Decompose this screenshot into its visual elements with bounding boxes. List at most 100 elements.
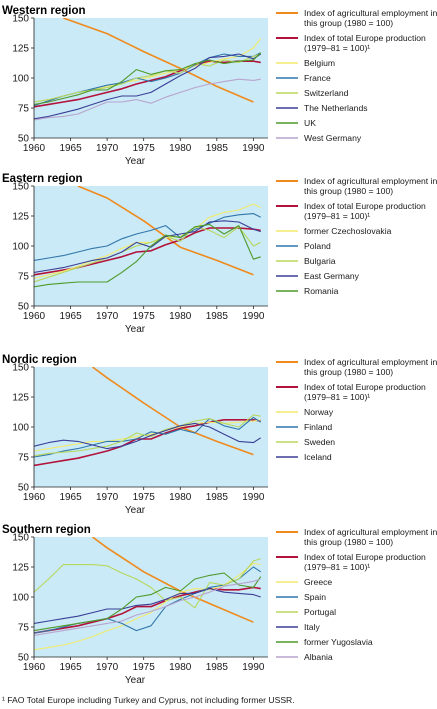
series-lines: [34, 367, 262, 467]
series-line-index-of-total-europe-production-1979-81-100: [34, 418, 261, 467]
legend-label: Finland: [304, 422, 332, 432]
panel-eastern-region: Eastern region 50 75 100 125 150 1960 1965 1970 1…: [2, 173, 437, 335]
y-tick-label: 100: [12, 423, 29, 434]
series-line-switzerland: [34, 53, 261, 103]
x-tick-label: 1985: [206, 311, 229, 322]
series-line-iceland: [34, 422, 262, 450]
y-tick-label: 100: [12, 242, 29, 253]
legend-item-iceland: Iceland: [276, 452, 332, 462]
plot-background: [34, 18, 268, 138]
legend-label: this group (1980 = 100): [304, 367, 393, 377]
legend-label: Greece: [304, 577, 332, 587]
x-tick-label: 1970: [96, 492, 119, 503]
x-tick-label: 1970: [96, 311, 119, 322]
y-tick-label: 50: [18, 134, 30, 145]
y-tick-label: 125: [12, 393, 29, 404]
legend-item-former-czechoslovakia: former Czechoslovakia: [276, 226, 392, 236]
legend-item-index-of-total-europe-production-1979-81-100: Index of total Europe production(1979–81…: [276, 201, 426, 221]
legend-label: East Germany: [304, 271, 360, 281]
x-tick-label: 1990: [242, 492, 265, 503]
legend-label: (1979–81 = 100)¹: [304, 562, 370, 572]
y-tick-label: 100: [12, 593, 29, 604]
legend-label: Romania: [304, 286, 339, 296]
x-tick-label: 1990: [242, 311, 265, 322]
legend-item-index-of-agricultural-employment-in-this-group-1980-100: Index of agricultural employment inthis …: [276, 357, 437, 377]
x-axis-title: Year: [125, 324, 146, 335]
panel-title: Southern region: [2, 524, 91, 536]
series-line-east-germany: [34, 220, 261, 273]
legend-item-index-of-agricultural-employment-in-this-group-1980-100: Index of agricultural employment inthis …: [276, 8, 437, 28]
series-lines: [34, 18, 262, 121]
legend-item-poland: Poland: [276, 241, 331, 251]
y-tick-label: 75: [18, 104, 30, 115]
legend-item-index-of-total-europe-production-1979-81-100: Index of total Europe production(1979–81…: [276, 552, 426, 572]
legend-item-index-of-total-europe-production-1979-81-100: Index of total Europe production(1979–81…: [276, 33, 426, 53]
legend-label: Index of agricultural employment in: [304, 527, 437, 537]
y-tick-label: 150: [12, 182, 29, 193]
x-tick-label: 1960: [23, 311, 46, 322]
x-tick-label: 1980: [169, 492, 192, 503]
legend-label: Index of total Europe production: [304, 33, 426, 43]
x-tick-label: 1970: [96, 662, 119, 673]
series-line-index-of-agricultural-employment-in-this-group-1980-100: [92, 537, 254, 623]
plot-background: [34, 537, 268, 657]
series-line-former-yugoslavia: [34, 572, 262, 632]
series-line-finland: [34, 416, 262, 458]
legend-label: UK: [304, 118, 316, 128]
x-tick-label: 1965: [59, 662, 82, 673]
legend-item-the-netherlands: The Netherlands: [276, 103, 368, 113]
legend-item-index-of-agricultural-employment-in-this-group-1980-100: Index of agricultural employment inthis …: [276, 527, 437, 547]
x-tick-label: 1965: [59, 311, 82, 322]
y-tick-label: 75: [18, 623, 30, 634]
panel-southern-region: Southern region 50 75 100 125 150 1960 1965 1970…: [2, 524, 437, 686]
x-tick-label: 1960: [23, 492, 46, 503]
legend-item-norway: Norway: [276, 407, 334, 417]
x-tick-label: 1990: [242, 143, 265, 154]
legend-label: France: [304, 73, 331, 83]
legend-label: Index of agricultural employment in: [304, 8, 437, 18]
y-tick-label: 125: [12, 563, 29, 574]
panel-title: Eastern region: [2, 173, 83, 185]
legend-label: Albania: [304, 652, 333, 662]
legend-item-west-germany: West Germany: [276, 133, 362, 143]
x-tick-label: 1960: [23, 662, 46, 673]
legend-label: Index of total Europe production: [304, 552, 426, 562]
legend-item-albania: Albania: [276, 652, 333, 662]
series-line-index-of-agricultural-employment-in-this-group-1980-100: [77, 186, 254, 276]
legend-item-uk: UK: [276, 118, 316, 128]
legend-label: Portugal: [304, 607, 336, 617]
y-tick-label: 150: [12, 363, 29, 374]
x-tick-label: 1975: [133, 143, 156, 154]
legend-item-index-of-agricultural-employment-in-this-group-1980-100: Index of agricultural employment inthis …: [276, 176, 437, 196]
legend-label: West Germany: [304, 133, 362, 143]
series-line-uk: [34, 52, 262, 105]
x-tick-label: 1965: [59, 143, 82, 154]
x-tick-label: 1985: [206, 662, 229, 673]
y-tick-label: 150: [12, 533, 29, 544]
legend-item-france: France: [276, 73, 331, 83]
x-tick-label: 1985: [206, 492, 229, 503]
series-line-romania: [34, 223, 261, 288]
x-tick-label: 1980: [169, 662, 192, 673]
legend-label: Poland: [304, 241, 331, 251]
y-tick-label: 150: [12, 14, 29, 25]
x-tick-label: 1985: [206, 143, 229, 154]
legend-label: this group (1980 = 100): [304, 18, 393, 28]
series-line-index-of-agricultural-employment-in-this-group-1980-100: [92, 367, 254, 456]
series-line-index-of-total-europe-production-1979-81-100: [34, 60, 261, 108]
legend-label: (1979–81 = 100)¹: [304, 392, 370, 402]
legend-label: Index of total Europe production: [304, 201, 426, 211]
panel-title: Western region: [2, 5, 86, 17]
series-line-index-of-total-europe-production-1979-81-100: [34, 586, 261, 634]
y-tick-label: 50: [18, 302, 30, 313]
series-line-the-netherlands: [34, 53, 262, 120]
legend-item-switzerland: Switzerland: [276, 88, 349, 98]
y-tick-label: 75: [18, 453, 30, 464]
legend-label: Belgium: [304, 58, 335, 68]
legend-label: this group (1980 = 100): [304, 186, 393, 196]
y-tick-label: 75: [18, 272, 30, 283]
legend-label: former Yugoslavia: [304, 637, 373, 647]
plot-background: [34, 367, 268, 487]
series-line-greece: [34, 562, 261, 651]
